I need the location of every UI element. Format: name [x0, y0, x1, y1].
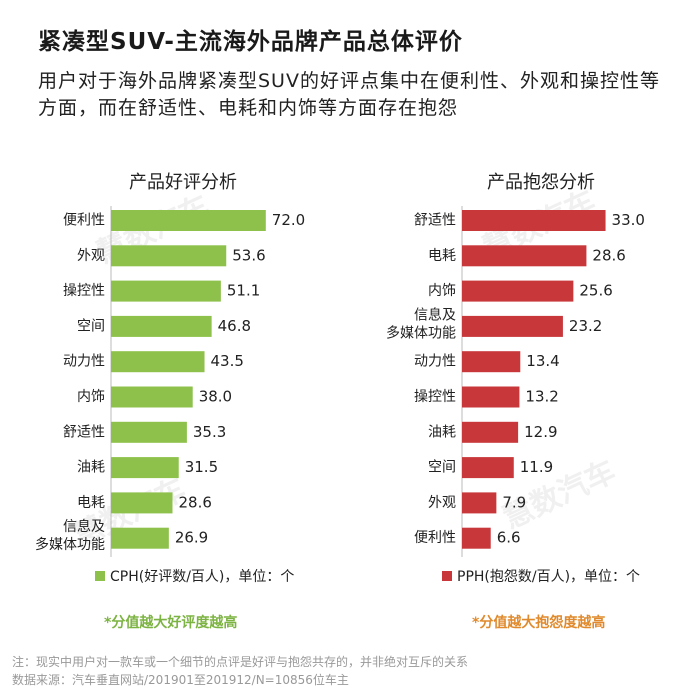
chart-1-category-label: 信息及多媒体功能 — [386, 306, 456, 341]
chart-1-bar — [462, 245, 587, 267]
chart-0-value-label: 26.9 — [175, 529, 208, 547]
chart-0-value-label: 53.6 — [232, 246, 265, 264]
chart-1-bar — [462, 527, 491, 549]
chart-0-category-label: 操控性 — [63, 283, 105, 299]
chart-1-category-label: 动力性 — [414, 354, 456, 370]
chart-0-bar — [111, 421, 187, 443]
chart-0-bar — [111, 492, 173, 514]
page-title: 紧凑型SUV-主流海外品牌产品总体评价 — [38, 29, 463, 55]
chart-0-value-label: 46.8 — [218, 317, 251, 335]
chart-1-value-label: 33.0 — [612, 211, 645, 229]
chart-1-title: 产品抱怨分析 — [487, 172, 595, 193]
chart-0-bar — [111, 210, 266, 231]
chart-0-bar — [111, 386, 193, 408]
good-note: *分值越大好评度越高 — [104, 615, 238, 631]
footer-source: 数据来源：汽车垂直网站/201901至201912/N=10856位车主 — [12, 673, 349, 687]
chart-0-category-label: 信息及多媒体功能 — [35, 518, 105, 553]
footer-note: 注：现实中用户对一款车或一个细节的点评是好评与抱怨共存的，并非绝对互斥的关系 — [12, 655, 469, 669]
chart-1-legend-swatch — [442, 571, 452, 581]
chart-0-legend-label: CPH(好评数/百人)，单位：个 — [110, 569, 294, 585]
chart-0-category-label: 内饰 — [77, 389, 105, 405]
chart-1-bar — [462, 457, 514, 479]
chart-1-bar — [462, 386, 520, 408]
chart-1-value-label: 13.4 — [526, 352, 559, 370]
chart-1-category-label: 电耗 — [428, 248, 456, 264]
chart-0-value-label: 51.1 — [227, 282, 260, 300]
chart-1-value-label: 7.9 — [502, 493, 526, 511]
chart-1-bar — [462, 421, 519, 443]
chart-1-bar — [462, 280, 574, 302]
chart-0-bar — [111, 245, 227, 267]
page-subtitle: 用户对于海外品牌紧凑型SUV的好评点集中在便利性、外观和操控性等方面，而在舒适性… — [38, 70, 660, 119]
chart-0-value-label: 35.3 — [193, 423, 226, 441]
chart-0-category-label: 便利性 — [63, 213, 105, 229]
chart-1-legend-label: PPH(抱怨数/百人)，单位：个 — [457, 569, 640, 585]
chart-0-legend-swatch — [95, 571, 105, 581]
bad-note: *分值越大抱怨度越高 — [472, 615, 606, 631]
chart-0-category-label: 空间 — [77, 318, 105, 334]
chart-1-category-label: 操控性 — [414, 389, 456, 405]
chart-0-category-label: 电耗 — [77, 495, 105, 511]
chart-1-value-label: 6.6 — [497, 529, 521, 547]
chart-1-value-label: 23.2 — [569, 317, 602, 335]
chart-0-category-label: 动力性 — [63, 354, 105, 370]
chart-0-bar — [111, 351, 205, 373]
chart-1-value-label: 11.9 — [520, 458, 553, 476]
chart-0-value-label: 28.6 — [178, 493, 211, 511]
chart-1-category-label: 便利性 — [414, 530, 456, 546]
chart-1-bar — [462, 351, 521, 373]
chart-0-bar — [111, 315, 212, 337]
chart-1-category-label: 舒适性 — [414, 213, 456, 229]
chart-1-value-label: 28.6 — [592, 246, 625, 264]
chart-1-bar — [462, 492, 497, 514]
chart-0-value-label: 72.0 — [272, 211, 305, 229]
chart-1-bar — [462, 210, 606, 231]
chart-1-category-label: 内饰 — [428, 283, 456, 299]
chart-1-value-label: 12.9 — [524, 423, 557, 441]
chart-0-title: 产品好评分析 — [129, 172, 237, 193]
chart-0-category-label: 油耗 — [77, 460, 105, 476]
chart-1-category-label: 空间 — [428, 460, 456, 476]
chart-0-category-label: 外观 — [77, 248, 105, 264]
chart-0-value-label: 31.5 — [185, 458, 218, 476]
chart-1-category-label: 油耗 — [428, 424, 456, 440]
chart-0-category-label: 舒适性 — [63, 424, 105, 440]
chart-0-value-label: 43.5 — [211, 352, 244, 370]
chart-0-value-label: 38.0 — [199, 388, 232, 406]
chart-1-bar — [462, 315, 563, 337]
chart-1-value-label: 25.6 — [579, 282, 612, 300]
chart-0-bar — [111, 457, 179, 479]
chart-1-category-label: 外观 — [428, 495, 456, 511]
chart-0-bar — [111, 280, 221, 302]
chart-0-bar — [111, 527, 169, 549]
chart-1-value-label: 13.2 — [525, 388, 558, 406]
